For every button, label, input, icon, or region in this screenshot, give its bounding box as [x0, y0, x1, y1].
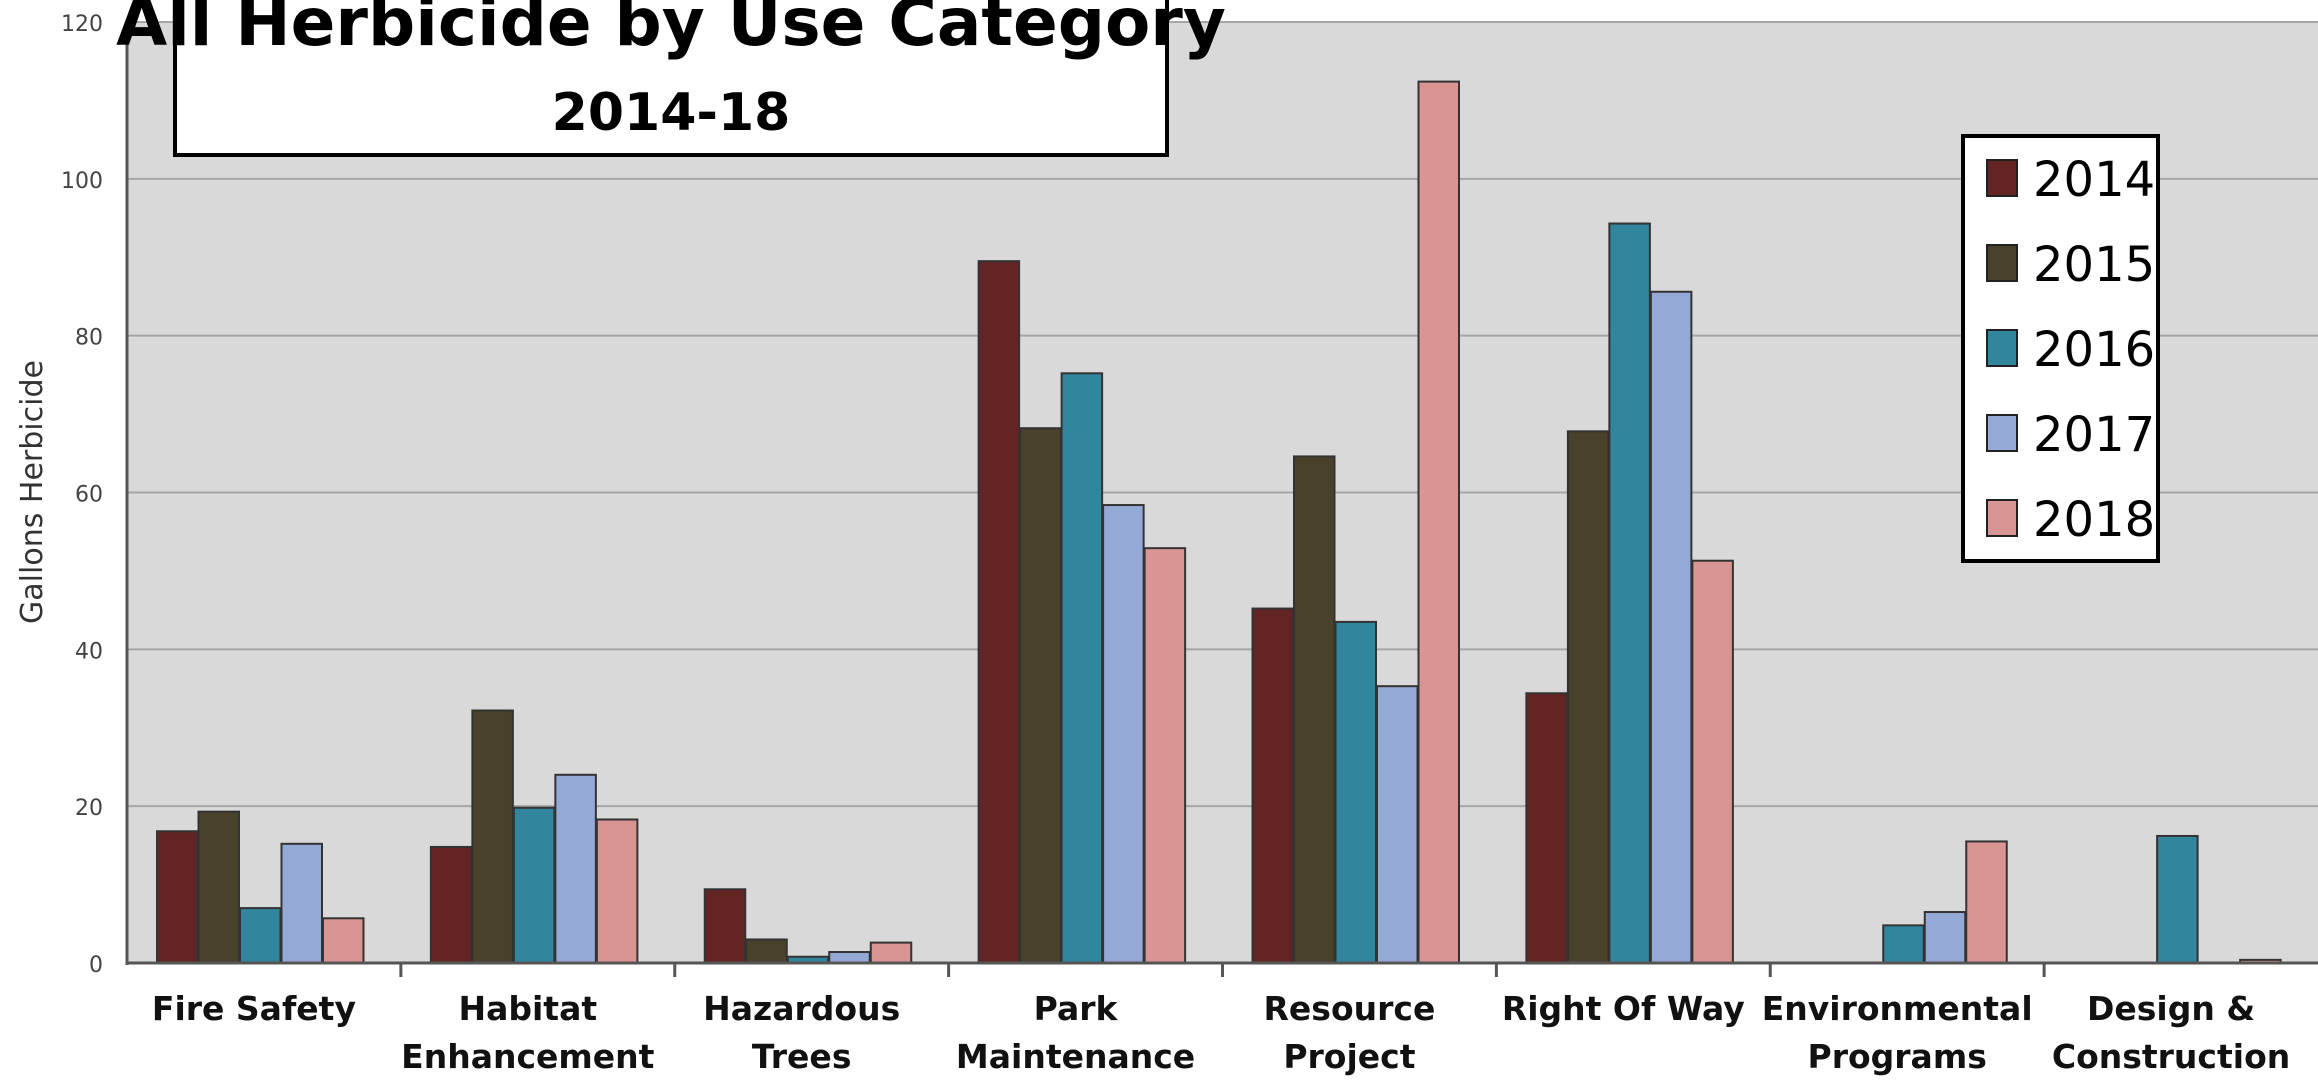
- bar-2017: [1102, 504, 1145, 964]
- x-category-label: Right Of Way: [1502, 989, 1745, 1028]
- x-category-label: Trees: [752, 1037, 852, 1076]
- legend-label: 2014: [2033, 152, 2155, 208]
- bars: [156, 80, 2282, 965]
- title-box: All Herbicide by Use Category 2014-18: [116, 0, 1226, 157]
- y-tick-label: 0: [89, 953, 103, 978]
- legend-swatch: [1986, 499, 2018, 537]
- x-category-label: Habitat: [458, 989, 597, 1028]
- bar-2016: [1882, 924, 1925, 964]
- bar-2015: [197, 810, 240, 964]
- y-tick-label: 60: [75, 483, 103, 508]
- bar-2018: [1691, 559, 1734, 964]
- y-tick-label: 120: [61, 12, 103, 37]
- legend-swatch: [1986, 159, 2018, 197]
- legend-label: 2015: [2033, 237, 2155, 293]
- bar-2017: [828, 951, 871, 965]
- x-category-label: Park: [1034, 989, 1119, 1028]
- bar-2018: [1965, 840, 2008, 964]
- bar-2018: [322, 917, 365, 964]
- y-tick-label: 40: [75, 639, 103, 664]
- x-category-label: Maintenance: [956, 1037, 1195, 1076]
- bar-2018: [1143, 547, 1187, 964]
- legend: 2014 2015 2016 2017 2018: [1961, 134, 2160, 563]
- legend-label: 2017: [2033, 407, 2155, 463]
- x-category-label: Resource: [1264, 989, 1436, 1028]
- chart-title: All Herbicide by Use Category: [116, 0, 1226, 61]
- x-category-label: Environmental: [1762, 989, 2033, 1028]
- legend-label: 2016: [2033, 322, 2155, 378]
- y-tick-label: 20: [75, 796, 103, 821]
- bar-2017: [1649, 290, 1693, 964]
- y-tick-label: 100: [61, 169, 103, 194]
- bar-2017: [1923, 911, 1967, 965]
- bar-2014: [1251, 607, 1294, 964]
- chart-subtitle: 2014-18: [552, 83, 791, 143]
- legend-swatch: [1986, 414, 2018, 452]
- x-category-label: Enhancement: [401, 1037, 654, 1076]
- bar-2015: [745, 938, 788, 964]
- x-category-label: Project: [1283, 1037, 1415, 1076]
- bar-2016: [1334, 620, 1377, 964]
- y-axis-label: Gallons Herbicide: [15, 360, 50, 624]
- bar-2015: [1019, 427, 1062, 965]
- bar-2016: [2156, 834, 2199, 965]
- axes: 0 20 40 60 80 100 120 Fire Safety Habitat Enhance…: [61, 12, 2318, 1076]
- y-tick-label: 80: [75, 326, 103, 351]
- bar-2017: [1376, 685, 1419, 964]
- bar-2015: [1293, 455, 1336, 964]
- legend-swatch: [1986, 329, 2018, 367]
- bar-2016: [1608, 222, 1651, 965]
- x-category-label: Programs: [1808, 1037, 1987, 1076]
- bar-2017: [554, 773, 597, 964]
- bar-2014: [429, 845, 473, 965]
- bar-2018: [1417, 80, 1460, 964]
- bar-2017: [280, 842, 323, 964]
- bar-2016: [239, 907, 282, 965]
- legend-label: 2018: [2033, 492, 2155, 548]
- x-category-label: Design &: [2087, 989, 2255, 1028]
- bar-2015: [471, 709, 514, 965]
- x-category-label: Hazardous: [703, 989, 900, 1028]
- bar-2014: [156, 830, 199, 965]
- bar-2014: [977, 260, 1021, 964]
- bar-2015: [1566, 430, 1610, 964]
- bar-2014: [703, 888, 747, 964]
- bar-2014: [1525, 692, 1568, 964]
- bar-2018: [869, 941, 913, 965]
- x-category-label: Fire Safety: [152, 989, 356, 1028]
- bar-2018: [595, 818, 639, 964]
- bar-2016: [1060, 372, 1104, 965]
- bar-2016: [512, 806, 556, 964]
- legend-swatch: [1986, 244, 2018, 282]
- x-category-label: Construction: [2052, 1037, 2290, 1076]
